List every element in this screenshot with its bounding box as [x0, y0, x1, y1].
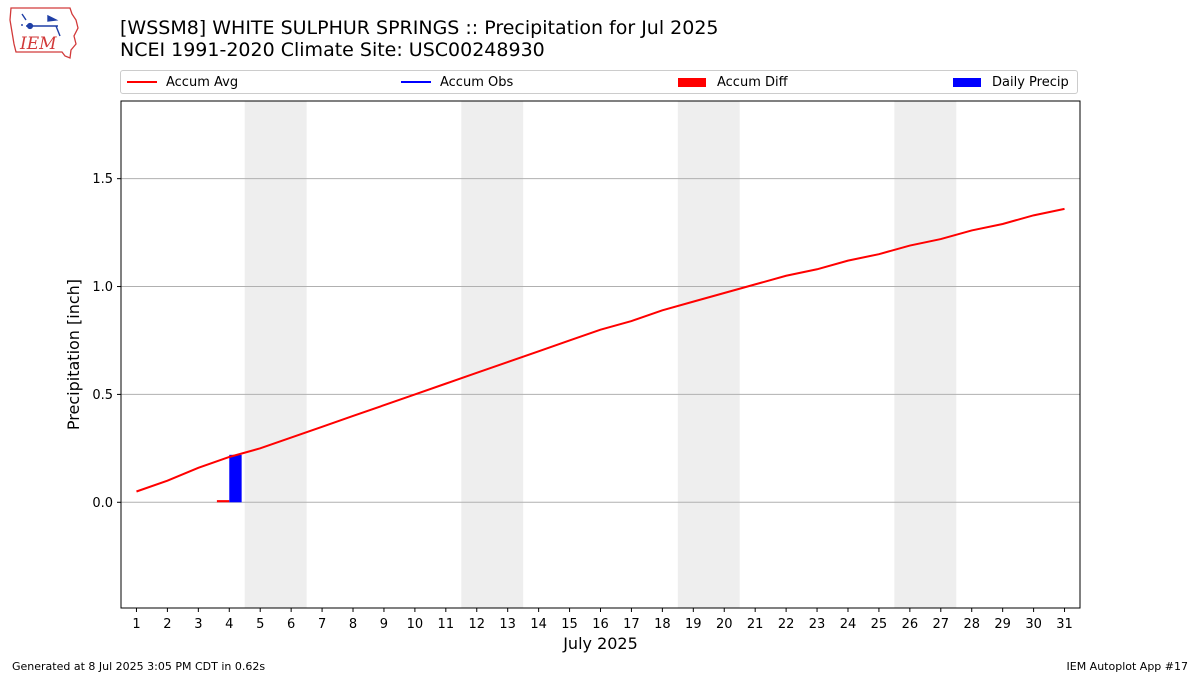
iem-logo-icon: IEM	[9, 7, 79, 59]
iowa-outline-shape	[9, 7, 79, 59]
weekend-shading	[244, 101, 957, 608]
x-tick-label: 9	[380, 617, 388, 632]
y-axis-label: Precipitation [inch]	[64, 279, 83, 430]
x-tick-label: 28	[963, 617, 980, 632]
x-tick-label: 12	[468, 617, 485, 632]
legend-item-accum-diff: Accum Diff	[678, 71, 788, 93]
line-marks	[136, 207, 1065, 502]
x-tick-label: 14	[530, 617, 547, 632]
x-tick-label: 10	[407, 617, 424, 632]
x-tick-label: 22	[778, 617, 795, 632]
chart-subtitle: NCEI 1991-2020 Climate Site: USC00248930	[120, 39, 545, 61]
legend-swatch-daily-precip	[953, 77, 981, 87]
weather-station-icon	[21, 13, 61, 37]
x-tick-label: 7	[318, 617, 326, 632]
x-tick-label: 30	[1025, 617, 1042, 632]
legend-label: Daily Precip	[992, 74, 1069, 90]
y-tick-label: 1.5	[92, 172, 113, 187]
app-credit: IEM Autoplot App #17	[1066, 660, 1189, 673]
y-tick-label: 1.0	[92, 280, 113, 295]
x-tick-label: 23	[809, 617, 826, 632]
y-gridlines	[121, 178, 1080, 503]
y-axis: 0.0 0.5 1.0 1.5	[92, 172, 121, 511]
x-tick-label: 2	[163, 617, 171, 632]
x-tick-label: 5	[256, 617, 264, 632]
x-tick-label: 20	[716, 617, 733, 632]
weekend-shade	[244, 101, 307, 608]
accum-obs-line	[136, 455, 229, 502]
x-tick-label: 4	[225, 617, 233, 632]
x-axis-label: July 2025	[562, 634, 638, 653]
x-axis: 1 2 3 4 5 6 7 8 9 10 11 12 13 14 15 16 17 18 19 20 21 22 23 24 2…	[132, 608, 1073, 632]
legend-item-accum-obs: Accum Obs	[401, 71, 513, 93]
daily-precip-bar	[229, 454, 242, 503]
x-tick-label: 19	[685, 617, 702, 632]
x-tick-label: 15	[561, 617, 578, 632]
x-tick-label: 21	[747, 617, 764, 632]
legend-label: Accum Obs	[440, 74, 514, 90]
accum-avg-line	[136, 207, 1065, 493]
x-tick-label: 6	[287, 617, 295, 632]
legend-item-accum-avg: Accum Avg	[127, 71, 238, 93]
y-tick-label: 0.0	[92, 496, 113, 511]
x-tick-label: 25	[871, 617, 888, 632]
legend-swatch-accum-avg	[127, 81, 157, 83]
legend-swatch-accum-obs	[401, 81, 431, 83]
y-tick-label: 0.5	[92, 388, 113, 403]
weekend-shade	[461, 101, 524, 608]
x-tick-label: 27	[933, 617, 950, 632]
x-tick-label: 18	[654, 617, 671, 632]
legend-label: Accum Diff	[717, 74, 788, 90]
x-tick-label: 1	[132, 617, 140, 632]
x-tick-label: 13	[499, 617, 516, 632]
x-tick-label: 11	[438, 617, 455, 632]
legend-label: Accum Avg	[166, 74, 239, 90]
weekend-shade	[677, 101, 740, 608]
x-tick-label: 3	[194, 617, 202, 632]
x-tick-label: 26	[902, 617, 919, 632]
accum-diff-bar	[216, 500, 230, 503]
x-tick-label: 31	[1056, 617, 1073, 632]
x-tick-label: 8	[349, 617, 357, 632]
generated-timestamp: Generated at 8 Jul 2025 3:05 PM CDT in 0…	[12, 660, 266, 673]
bar-marks	[216, 454, 242, 503]
x-tick-label: 16	[592, 617, 609, 632]
legend-swatch-accum-diff	[678, 77, 706, 87]
x-tick-label: 17	[623, 617, 640, 632]
x-tick-label: 29	[994, 617, 1011, 632]
legend: Accum Avg Accum Obs Accum Diff Daily Pre…	[120, 70, 1078, 94]
chart-title: [WSSM8] WHITE SULPHUR SPRINGS :: Precipi…	[120, 17, 719, 39]
weekend-shade	[894, 101, 957, 608]
logo-text: IEM	[19, 34, 57, 54]
legend-item-daily-precip: Daily Precip	[953, 71, 1069, 93]
plot-frame	[120, 100, 1081, 609]
x-tick-label: 24	[840, 617, 857, 632]
